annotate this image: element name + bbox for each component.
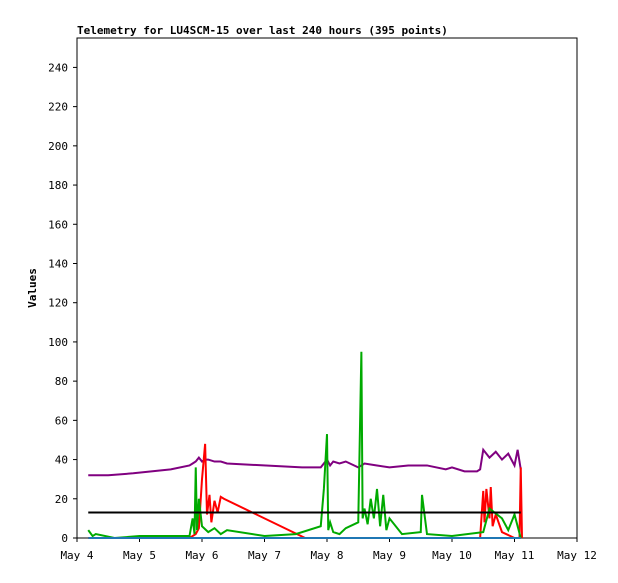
y-tick-label: 100 bbox=[48, 336, 68, 349]
chart-title: Telemetry for LU4SCM-15 over last 240 ho… bbox=[77, 24, 448, 37]
x-tick-label: May 11 bbox=[495, 549, 535, 562]
y-tick-label: 200 bbox=[48, 140, 68, 153]
series-line bbox=[87, 351, 522, 540]
y-tick-label: 0 bbox=[61, 532, 68, 545]
y-tick-label: 80 bbox=[55, 375, 68, 388]
y-tick-label: 60 bbox=[55, 414, 68, 427]
x-tick-label: May 6 bbox=[185, 549, 218, 562]
y-axis-label: Values bbox=[26, 268, 39, 308]
x-tick-label: May 5 bbox=[123, 549, 156, 562]
y-tick-label: 40 bbox=[55, 454, 68, 467]
x-tick-label: May 8 bbox=[310, 549, 343, 562]
y-tick-label: 160 bbox=[48, 218, 68, 231]
series-line bbox=[88, 447, 522, 477]
y-tick-label: 120 bbox=[48, 297, 68, 310]
y-tick-label: 240 bbox=[48, 61, 68, 74]
y-tick-label: 20 bbox=[55, 493, 68, 506]
y-tick-label: 140 bbox=[48, 257, 68, 270]
x-tick-label: May 7 bbox=[248, 549, 281, 562]
x-tick-label: May 9 bbox=[373, 549, 406, 562]
y-tick-label: 180 bbox=[48, 179, 68, 192]
x-tick-label: May 10 bbox=[432, 549, 472, 562]
x-tick-label: May 4 bbox=[60, 549, 93, 562]
x-tick-label: May 12 bbox=[557, 549, 597, 562]
y-tick-label: 220 bbox=[48, 101, 68, 114]
series-line bbox=[88, 443, 523, 539]
